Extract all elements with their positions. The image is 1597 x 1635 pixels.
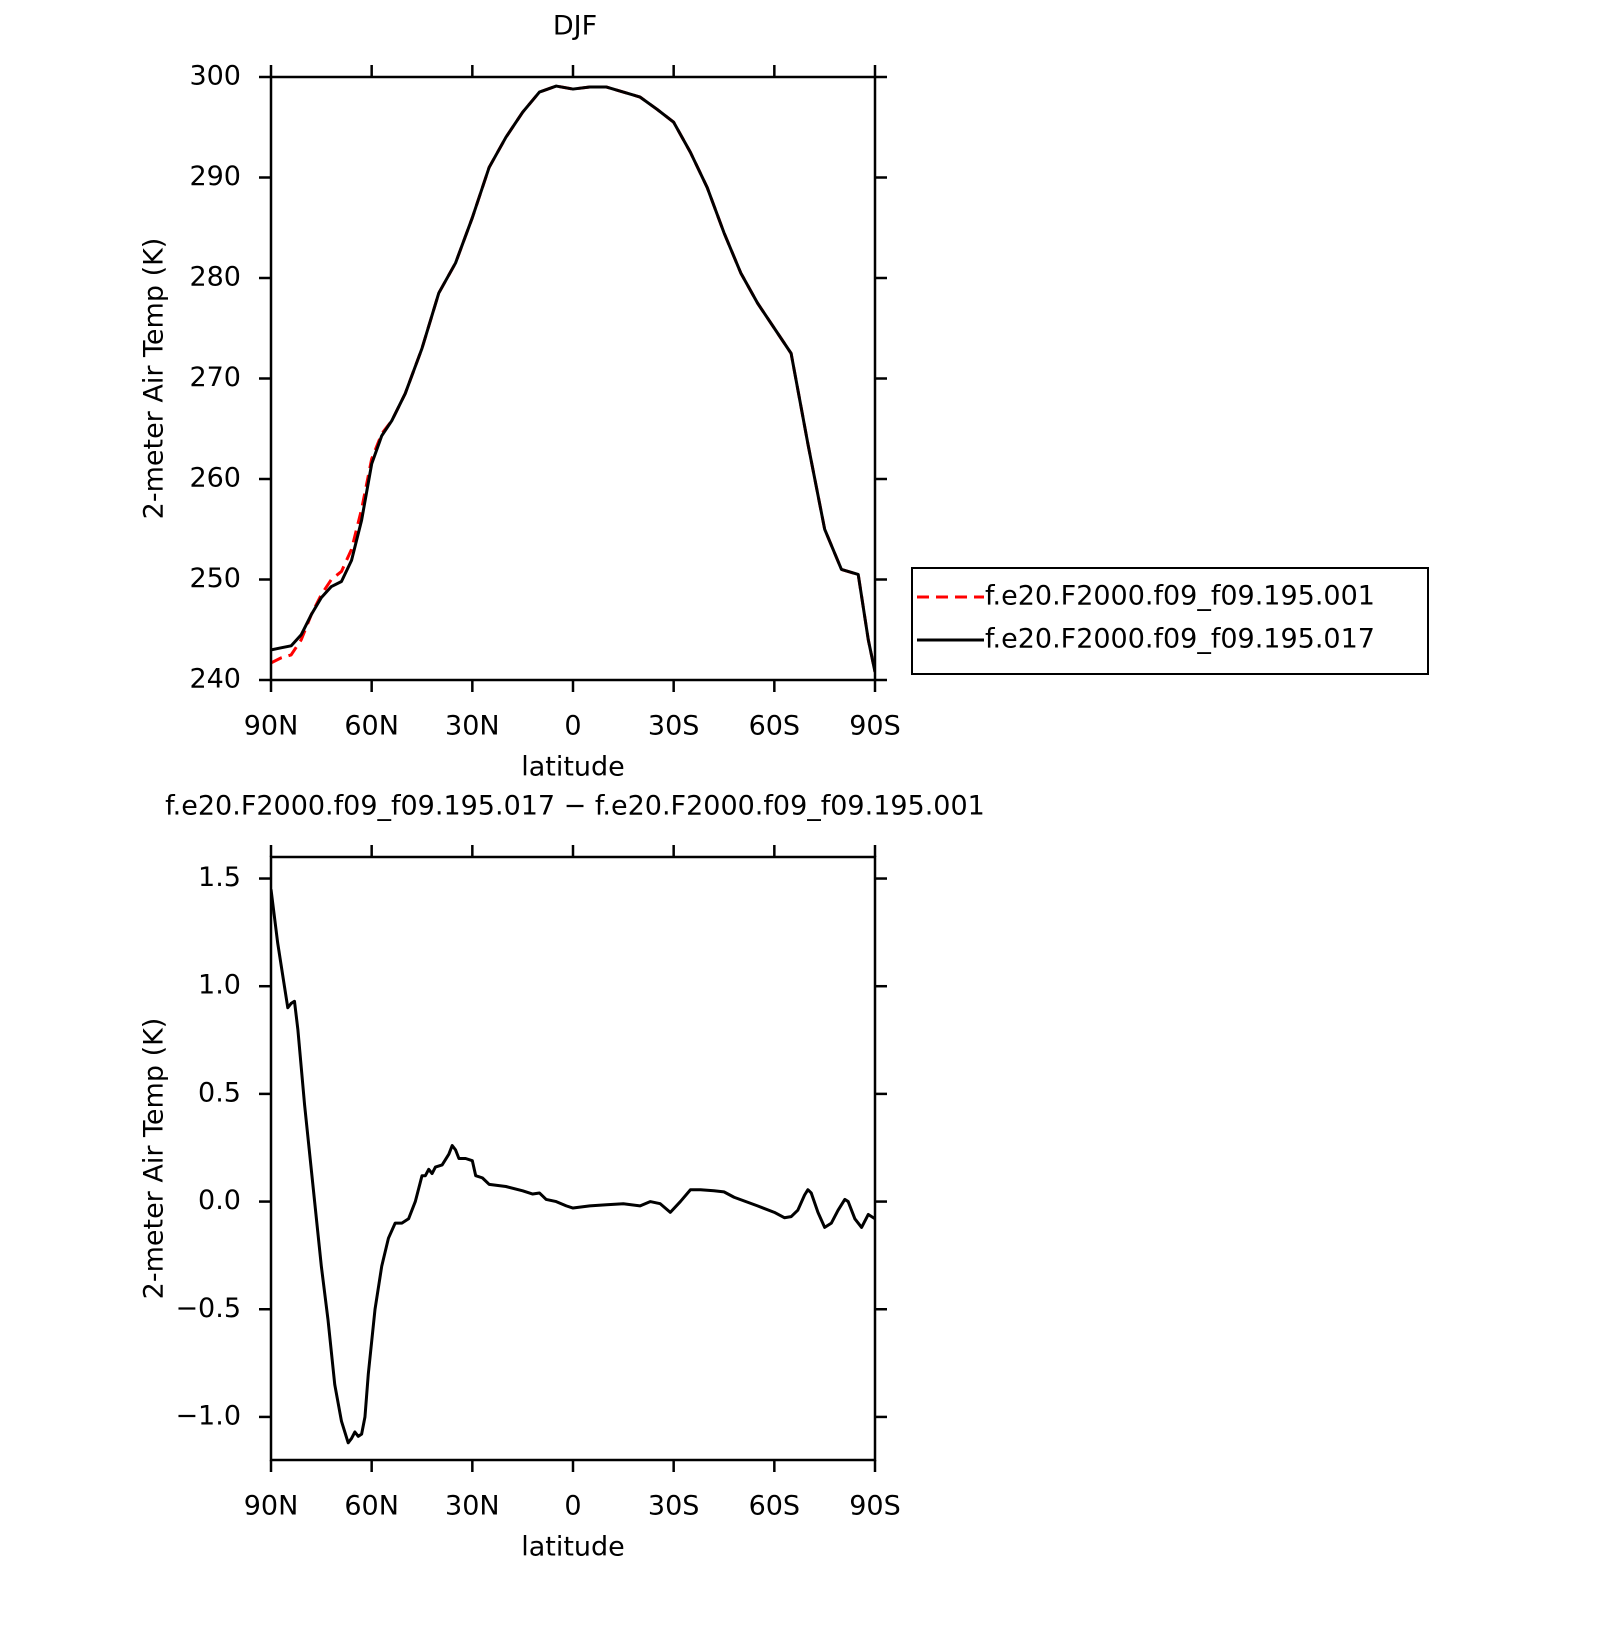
legend-box	[911, 567, 1429, 675]
y-tick-label: 240	[189, 664, 241, 695]
x-axis-label: latitude	[521, 752, 625, 783]
chart-title: DJF	[553, 11, 597, 42]
x-tick-label: 30S	[648, 711, 700, 742]
y-tick-label: 270	[189, 362, 241, 393]
x-tick-label: 0	[564, 711, 581, 742]
series-line	[271, 889, 875, 1445]
y-axis-label: 2-meter Air Temp (K)	[139, 238, 170, 520]
panel: DJF 240 250 260 270 280 290 300 90N 60N 30N 0 30S 60S…	[139, 11, 1429, 783]
y-tick-label: 300	[189, 61, 241, 92]
y-axis-label: 2-meter Air Temp (K)	[139, 1018, 170, 1300]
y-tick-label: 0.0	[198, 1185, 241, 1216]
x-tick-label: 30N	[445, 711, 500, 742]
series-line	[271, 84, 875, 673]
plot-frame	[269, 75, 877, 682]
series-line	[271, 84, 875, 673]
chart-title: f.e20.F2000.f09_f09.195.017 − f.e20.F200…	[165, 791, 985, 822]
x-tick-label: 60S	[749, 711, 801, 742]
x-tick-label: 60S	[749, 1491, 801, 1522]
x-axis-label: latitude	[521, 1532, 625, 1563]
y-tick-label: 260	[189, 463, 241, 494]
x-tick-label: 0	[564, 1491, 581, 1522]
y-tick-label: −1.0	[175, 1400, 241, 1431]
x-tick-label: 30N	[445, 1491, 500, 1522]
y-tick-label: 280	[189, 262, 241, 293]
y-tick-label: −0.5	[175, 1293, 241, 1324]
x-tick-label: 90S	[849, 1491, 901, 1522]
y-tick-label: 1.0	[198, 970, 241, 1001]
legend-label: f.e20.F2000.f09_f09.195.001	[985, 581, 1375, 612]
panel: f.e20.F2000.f09_f09.195.017 − f.e20.F200…	[139, 791, 985, 1563]
x-tick-label: 60N	[344, 711, 399, 742]
x-tick-label: 90N	[244, 711, 299, 742]
plot-frame	[269, 855, 877, 1462]
y-tick-label: 0.5	[198, 1077, 241, 1108]
legend-label: f.e20.F2000.f09_f09.195.017	[985, 624, 1375, 655]
y-tick-label: 1.5	[198, 862, 241, 893]
y-tick-label: 290	[189, 161, 241, 192]
x-tick-label: 90N	[244, 1491, 299, 1522]
x-tick-label: 90S	[849, 711, 901, 742]
x-tick-label: 30S	[648, 1491, 700, 1522]
x-tick-label: 60N	[344, 1491, 399, 1522]
y-tick-label: 250	[189, 563, 241, 594]
